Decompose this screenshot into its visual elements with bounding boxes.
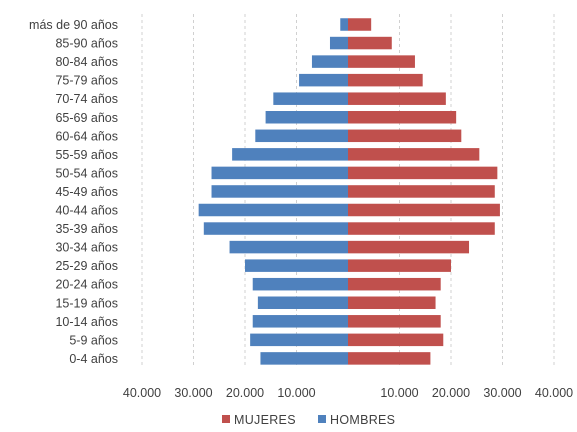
x-tick-label: 30.000 (174, 386, 212, 400)
mujeres-bar (348, 259, 451, 272)
category-label: 70-74 años (55, 92, 118, 106)
x-tick-label: 20.000 (432, 386, 470, 400)
hombres-bar (198, 203, 348, 217)
legend: MUJERES HOMBRES (222, 413, 395, 427)
category-label: 40-44 años (55, 204, 118, 218)
hombres-bar (311, 55, 348, 68)
legend-label-hombres: HOMBRES (330, 413, 395, 427)
hombres-bar (265, 111, 348, 124)
x-tick-label: 10.000 (277, 386, 315, 400)
legend-swatch-hombres (318, 415, 326, 423)
mujeres-bar (348, 277, 441, 291)
x-tick-label: 10.000 (380, 386, 418, 400)
mujeres-bar (348, 185, 495, 198)
category-label: 0-4 años (69, 352, 118, 366)
category-label: 55-59 años (55, 148, 118, 162)
hombres-bar (340, 18, 348, 31)
mujeres-bar (348, 166, 498, 180)
hombres-bar (329, 36, 348, 50)
mujeres-bar (348, 296, 436, 309)
category-label: 15-19 años (55, 296, 118, 310)
category-labels: más de 90 años 85-90 años 80-84 años 75-79 … (29, 18, 118, 366)
category-label: 85-90 años (55, 37, 118, 51)
mujeres-bar (348, 129, 462, 143)
hombres-bar (232, 148, 348, 161)
hombres-bar (252, 277, 348, 291)
hombres-bar (229, 240, 348, 254)
category-label: 25-29 años (55, 259, 118, 273)
category-label: 60-64 años (55, 129, 118, 143)
x-tick-label: 40.000 (123, 386, 161, 400)
mujeres-bar (348, 333, 444, 347)
mujeres-bar (348, 222, 495, 235)
legend-swatch-mujeres (222, 415, 230, 423)
category-label: 45-49 años (55, 185, 118, 199)
mujeres-bar (348, 240, 470, 254)
mujeres-bar (348, 73, 423, 87)
legend-label-mujeres: MUJERES (234, 413, 296, 427)
mujeres-bar (348, 18, 372, 31)
mujeres-bar (348, 315, 441, 328)
x-tick-label: 40.000 (535, 386, 573, 400)
x-tick-labels: 40.000 30.000 20.000 10.000 10.000 20.000 30.0… (123, 386, 573, 400)
hombres-bar (257, 296, 348, 309)
hombres-bar (255, 129, 348, 143)
hombres-bar (211, 166, 348, 180)
category-label: 5-9 años (69, 333, 118, 347)
hombres-bar (211, 185, 348, 198)
category-label: 50-54 años (55, 166, 118, 180)
hombres-bar (273, 92, 348, 105)
x-tick-label: 20.000 (226, 386, 264, 400)
x-tick-label: 30.000 (483, 386, 521, 400)
mujeres-bar (348, 55, 415, 68)
mujeres-bar (348, 111, 457, 124)
mujeres-bar (348, 92, 446, 105)
mujeres-bar (348, 352, 431, 365)
category-label: 80-84 años (55, 55, 118, 69)
hombres-bar (250, 333, 348, 347)
bars (198, 18, 500, 365)
hombres-bar (245, 259, 348, 272)
category-label: 75-79 años (55, 74, 118, 88)
category-label: 20-24 años (55, 278, 118, 292)
category-label: 10-14 años (55, 315, 118, 329)
mujeres-bar (348, 36, 392, 50)
category-label: más de 90 años (29, 18, 118, 32)
category-label: 30-34 años (55, 241, 118, 255)
hombres-bar (252, 315, 348, 328)
category-label: 65-69 años (55, 111, 118, 125)
category-label: 35-39 años (55, 222, 118, 236)
mujeres-bar (348, 203, 500, 217)
hombres-bar (260, 352, 348, 365)
hombres-bar (299, 73, 348, 87)
mujeres-bar (348, 148, 480, 161)
hombres-bar (203, 222, 348, 235)
